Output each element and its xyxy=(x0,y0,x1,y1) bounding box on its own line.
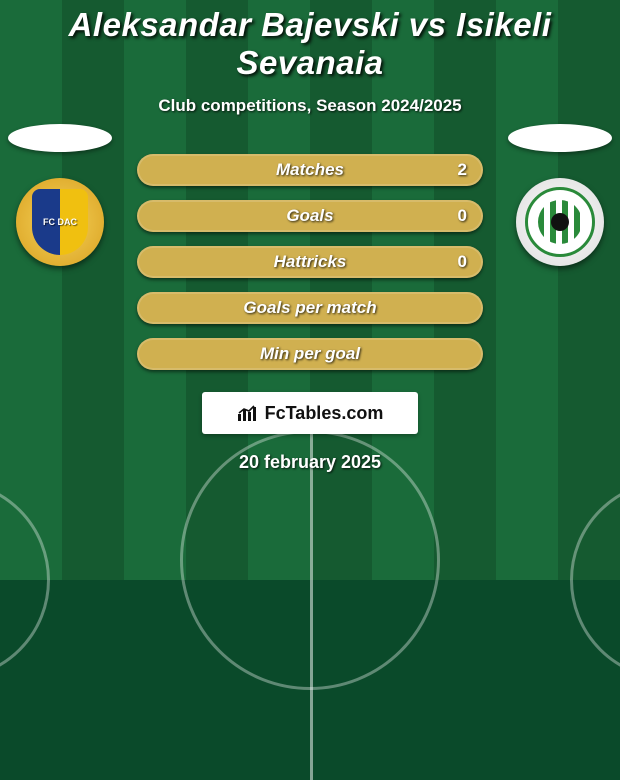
stat-bar-goals: Goals 0 xyxy=(137,200,483,232)
team-badge-right: 1920 xyxy=(516,178,604,266)
team-badge-left xyxy=(16,178,104,266)
stat-bar-goals-per-match: Goals per match xyxy=(137,292,483,324)
team-badge-right-ring: 1920 xyxy=(525,187,595,257)
stat-label: Matches xyxy=(276,160,344,180)
page-date: 20 february 2025 xyxy=(0,452,620,473)
player-ellipse-right xyxy=(508,124,612,152)
stat-label: Hattricks xyxy=(274,252,347,272)
chart-icon xyxy=(237,404,259,422)
stat-bars: Matches 2 Goals 0 Hattricks 0 Goals per … xyxy=(137,154,483,370)
page-subtitle: Club competitions, Season 2024/2025 xyxy=(0,96,620,116)
stat-bar-min-per-goal: Min per goal xyxy=(137,338,483,370)
page-title: Aleksandar Bajevski vs Isikeli Sevanaia xyxy=(0,0,620,82)
stat-label: Goals per match xyxy=(243,298,376,318)
stat-label: Goals xyxy=(286,206,333,226)
stat-value: 2 xyxy=(458,160,467,180)
stat-bar-matches: Matches 2 xyxy=(137,154,483,186)
stat-value: 0 xyxy=(458,252,467,272)
player-ellipse-left xyxy=(8,124,112,152)
brand-box: FcTables.com xyxy=(202,392,418,434)
stat-label: Min per goal xyxy=(260,344,360,364)
stat-bar-hattricks: Hattricks 0 xyxy=(137,246,483,278)
team-badge-left-shield xyxy=(32,189,88,255)
brand-text: FcTables.com xyxy=(265,403,384,424)
team-badge-right-ball xyxy=(551,213,569,231)
stat-value: 0 xyxy=(458,206,467,226)
